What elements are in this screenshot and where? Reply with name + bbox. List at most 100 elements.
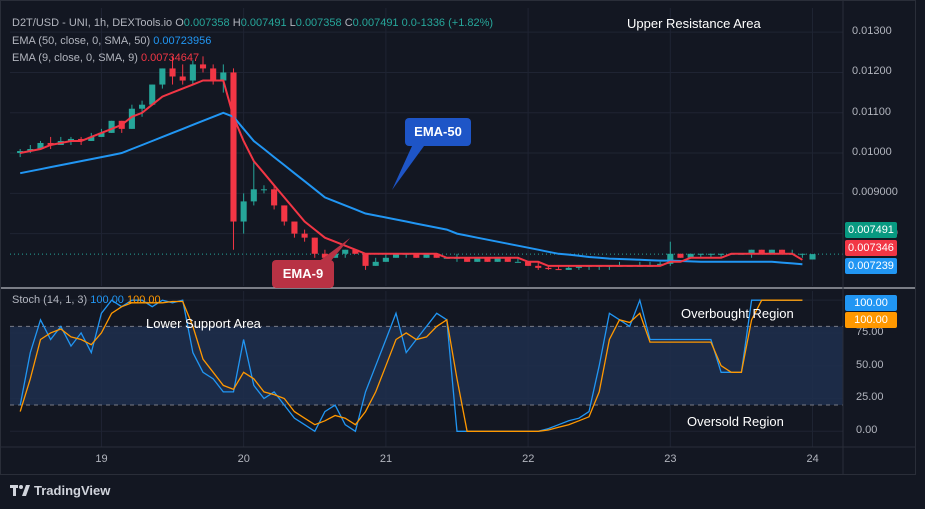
ohlc-c-label: C [344,17,353,29]
candle-body [67,138,74,141]
ohlc-o-value: 0.007358 [183,17,230,29]
candle-body [88,136,95,141]
tradingview-logo[interactable]: TradingView [10,483,110,498]
candle-body [565,267,572,270]
ema9-legend[interactable]: EMA (9, close, 0, SMA, 9) 0.00734647 [12,52,199,64]
stoch-k-value: 100.00 [90,294,124,306]
candle-body [667,253,674,264]
candle[interactable] [108,120,115,133]
symbol-header: D2T/USD - UNI, 1h, DEXTools.io O0.007358… [12,17,493,29]
candle-body [199,64,207,69]
candle-body [169,68,176,77]
stoch-legend[interactable]: Stoch (14, 1, 3) 100.00 100.00 [12,294,161,306]
candle-body [748,249,755,254]
candle-body [281,205,288,222]
candle-body [687,253,694,258]
candle[interactable] [149,84,156,105]
time-axis-label: 22 [522,453,535,465]
candle-body [809,254,816,260]
stoch-band [10,325,843,406]
candle[interactable] [260,185,268,194]
candle[interactable] [271,185,278,210]
candle-body [433,253,440,258]
ohlc-change: 0.0‑1336 (+1.82%) [401,17,494,29]
tradingview-logo-icon [10,484,30,496]
stoch-axis-label: 50.00 [856,358,884,371]
ema50-line [20,111,803,266]
candle-body [98,132,105,137]
candle-body [707,253,714,255]
candle-body [37,142,44,150]
candle[interactable] [169,56,176,85]
ema9-line [20,79,803,267]
candle[interactable] [179,64,186,85]
ema9-legend-label: EMA (9, close, 0, SMA, 9) [12,52,138,64]
ema50-legend-value: 0.00723956 [153,35,212,47]
ema50-legend-label: EMA (50, close, 0, SMA, 50) [12,35,151,47]
candle-body [555,269,562,271]
candle[interactable] [230,68,237,250]
candle[interactable] [281,205,288,226]
time-axis-label: 24 [806,453,819,465]
stoch-d-value: 100.00 [127,294,161,306]
pane-frames [0,0,916,475]
candle[interactable] [250,161,257,206]
candle[interactable] [535,261,542,270]
candle[interactable] [301,229,308,242]
price-axis-label: 0.01200 [852,65,892,78]
candle[interactable] [189,60,196,85]
candle-body [768,249,775,254]
ohlc-l-value: 0.007358 [295,17,342,29]
candle[interactable] [311,237,318,258]
ema50-legend[interactable]: EMA (50, close, 0, SMA, 50) 0.00723956 [12,35,211,47]
candle-body [311,237,318,254]
candle-body [179,76,186,81]
candle[interactable] [220,64,227,93]
candle[interactable] [362,253,369,270]
candle-body [382,257,389,262]
ema9-callout-pointer [318,238,350,262]
candle[interactable] [139,100,146,117]
candle[interactable] [382,253,389,262]
time-axis-label: 23 [664,453,677,465]
candle-body [413,253,420,258]
candle-body [342,249,349,254]
candle[interactable] [677,253,684,258]
candle-body [758,249,765,254]
candle-body [321,253,328,258]
candle-body [525,261,532,266]
stoch-axis-label: 25.00 [856,391,884,404]
price-axis-label: 0.01300 [852,25,892,38]
candle-body [108,120,115,133]
candle[interactable] [809,254,816,260]
candle-body [291,221,298,234]
candle[interactable] [799,253,806,258]
stoch-d-tag: 100.00 [845,312,897,328]
candle-body [779,249,786,254]
candle-body [260,189,268,191]
candle[interactable] [342,249,349,258]
candle[interactable] [37,140,44,150]
ema50-callout-pointer [392,146,424,190]
ema9-callout: EMA-9 [272,260,334,288]
candle[interactable] [372,257,379,266]
candle-body [423,253,430,258]
ema50-callout: EMA-50 [405,118,471,146]
stoch-d-line [19,299,803,432]
time-axis-label: 19 [95,453,108,465]
candle-body [128,108,135,129]
candle-body [718,253,725,255]
candle[interactable] [240,193,247,234]
candle[interactable] [291,221,298,238]
stoch-lines [19,298,803,433]
lower-support-label: Lower Support Area [146,316,261,331]
candle[interactable] [199,56,207,73]
ema9-price-tag: 0.007346 [845,240,897,256]
upper-resistance-label: Upper Resistance Area [627,16,761,31]
candle-body [535,265,542,268]
callout-shapes [318,146,424,262]
ohlc-o-label: O [175,17,184,29]
candle-body [189,64,196,81]
candle[interactable] [159,68,166,89]
